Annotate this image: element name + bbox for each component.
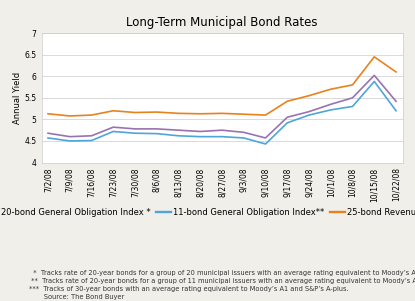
- 11-bond General Obligation Index**: [132, 132, 137, 135]
- 25-bond Revenue Index***: [241, 112, 246, 116]
- 25-bond Revenue Index***: [132, 111, 137, 114]
- 20-bond General Obligation Index *: [220, 128, 225, 132]
- Text: *  Tracks rate of 20-year bonds for a group of 20 municipal issuers with an aver: * Tracks rate of 20-year bonds for a gro…: [29, 270, 415, 300]
- 20-bond General Obligation Index *: [372, 73, 377, 77]
- 20-bond General Obligation Index *: [154, 127, 159, 131]
- 20-bond General Obligation Index *: [307, 110, 312, 113]
- 11-bond General Obligation Index**: [241, 136, 246, 140]
- 25-bond Revenue Index***: [89, 113, 94, 117]
- 25-bond Revenue Index***: [372, 55, 377, 59]
- 20-bond General Obligation Index *: [285, 116, 290, 119]
- 20-bond General Obligation Index *: [67, 135, 72, 138]
- 20-bond General Obligation Index *: [111, 125, 116, 129]
- 25-bond Revenue Index***: [176, 112, 181, 115]
- 25-bond Revenue Index***: [285, 99, 290, 103]
- 11-bond General Obligation Index**: [111, 130, 116, 133]
- 11-bond General Obligation Index**: [285, 121, 290, 125]
- 25-bond Revenue Index***: [220, 112, 225, 115]
- 11-bond General Obligation Index**: [328, 108, 333, 112]
- 11-bond General Obligation Index**: [176, 134, 181, 138]
- 25-bond Revenue Index***: [154, 110, 159, 114]
- 25-bond Revenue Index***: [328, 87, 333, 91]
- 11-bond General Obligation Index**: [307, 113, 312, 117]
- 11-bond General Obligation Index**: [350, 105, 355, 108]
- Legend: 20-bond General Obligation Index *, 11-bond General Obligation Index**, 25-bond : 20-bond General Obligation Index *, 11-b…: [0, 208, 415, 217]
- 25-bond Revenue Index***: [393, 70, 398, 74]
- Line: 20-bond General Obligation Index *: 20-bond General Obligation Index *: [48, 75, 396, 138]
- Title: Long-Term Municipal Bond Rates: Long-Term Municipal Bond Rates: [126, 16, 318, 29]
- 20-bond General Obligation Index *: [393, 99, 398, 103]
- 25-bond Revenue Index***: [350, 83, 355, 87]
- 20-bond General Obligation Index *: [241, 131, 246, 134]
- 11-bond General Obligation Index**: [46, 136, 51, 140]
- 20-bond General Obligation Index *: [328, 102, 333, 106]
- 20-bond General Obligation Index *: [176, 128, 181, 132]
- 20-bond General Obligation Index *: [89, 134, 94, 138]
- Line: 25-bond Revenue Index***: 25-bond Revenue Index***: [48, 57, 396, 116]
- 11-bond General Obligation Index**: [67, 139, 72, 143]
- 20-bond General Obligation Index *: [132, 127, 137, 131]
- 11-bond General Obligation Index**: [154, 132, 159, 135]
- 11-bond General Obligation Index**: [89, 139, 94, 142]
- 25-bond Revenue Index***: [198, 112, 203, 116]
- 25-bond Revenue Index***: [46, 112, 51, 116]
- Line: 11-bond General Obligation Index**: 11-bond General Obligation Index**: [48, 82, 396, 144]
- Y-axis label: Annual Yield: Annual Yield: [13, 72, 22, 124]
- 11-bond General Obligation Index**: [372, 80, 377, 83]
- 11-bond General Obligation Index**: [198, 135, 203, 138]
- 20-bond General Obligation Index *: [46, 132, 51, 135]
- 25-bond Revenue Index***: [263, 113, 268, 117]
- 25-bond Revenue Index***: [307, 94, 312, 98]
- 20-bond General Obligation Index *: [350, 96, 355, 100]
- 20-bond General Obligation Index *: [263, 136, 268, 140]
- 25-bond Revenue Index***: [111, 109, 116, 113]
- 20-bond General Obligation Index *: [198, 130, 203, 133]
- 25-bond Revenue Index***: [67, 114, 72, 118]
- 11-bond General Obligation Index**: [220, 135, 225, 138]
- 11-bond General Obligation Index**: [263, 142, 268, 146]
- 11-bond General Obligation Index**: [393, 109, 398, 113]
